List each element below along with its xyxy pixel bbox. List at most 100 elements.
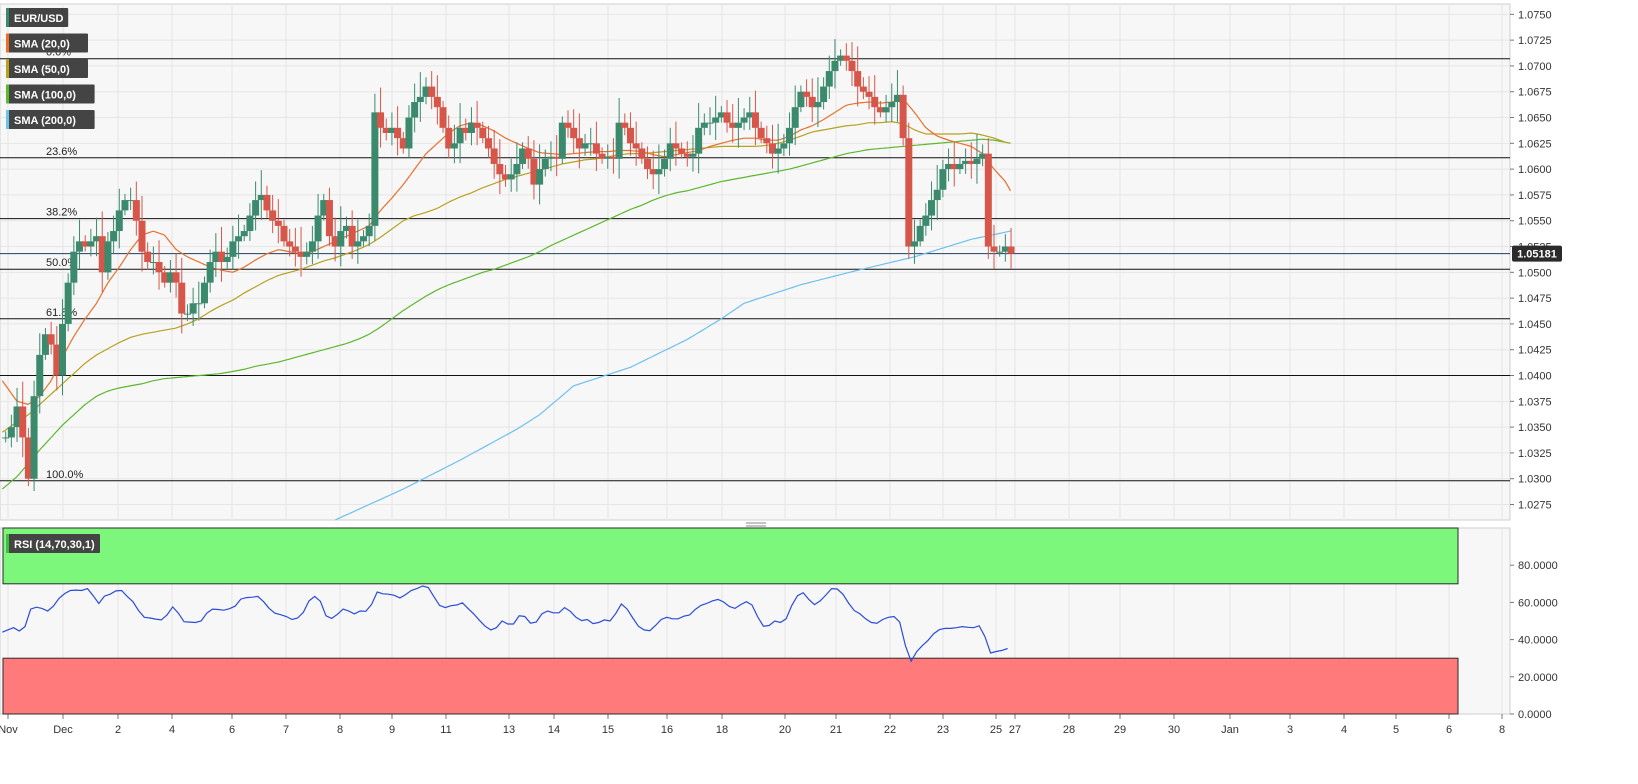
- y-tick-label: 1.0575: [1518, 190, 1552, 202]
- candle-down: [803, 91, 811, 97]
- candle-up: [58, 323, 66, 376]
- candle-down: [331, 236, 339, 247]
- candle-up: [212, 251, 220, 262]
- candle-down: [161, 272, 169, 283]
- candle-down: [865, 91, 873, 97]
- x-tick-label: 13: [503, 724, 515, 736]
- fib-level-label: 50.0%: [46, 257, 77, 269]
- candle-up: [189, 303, 197, 314]
- candle-down: [609, 156, 617, 159]
- y-tick-label: 1.0750: [1518, 9, 1552, 21]
- candle-up: [831, 60, 839, 72]
- candle-up: [405, 117, 413, 149]
- sma-100-line: [1, 138, 1011, 490]
- legend-item-bg[interactable]: [6, 110, 95, 129]
- candle-up: [519, 148, 527, 164]
- candle-down: [649, 169, 657, 175]
- candle-down: [218, 251, 226, 262]
- candle-down: [575, 138, 583, 149]
- candle-down: [950, 163, 958, 170]
- candle-up: [712, 117, 720, 123]
- candle-up: [229, 241, 237, 257]
- candle-down: [274, 220, 282, 226]
- candle-down: [445, 127, 453, 149]
- y-tick-label: 1.0300: [1518, 474, 1552, 486]
- candle-down: [280, 225, 288, 242]
- candle-up: [206, 262, 214, 283]
- legend-item-bg[interactable]: [6, 59, 88, 78]
- candle-up: [661, 158, 669, 170]
- candle-up: [547, 156, 555, 159]
- candle-up: [706, 122, 714, 124]
- candle-down: [899, 94, 907, 139]
- candle-up: [235, 236, 243, 242]
- candle-up: [888, 102, 896, 108]
- rsi-line: [2, 585, 1008, 663]
- candle-up: [257, 194, 265, 201]
- candle-down: [598, 153, 606, 159]
- candle-up: [41, 334, 49, 355]
- candle-down: [768, 143, 776, 154]
- candle-up: [996, 251, 1004, 253]
- candle-down: [751, 112, 759, 128]
- x-tick-label: 2: [115, 724, 121, 736]
- candle-up: [1001, 246, 1009, 252]
- candle-down: [678, 148, 686, 154]
- candle-up: [115, 210, 123, 232]
- x-tick-label: Nov: [0, 724, 18, 736]
- legend-color-swatch: [6, 8, 9, 27]
- candle-up: [814, 102, 822, 108]
- rsi-legend-label: RSI (14,70,30,1): [14, 539, 95, 551]
- candle-up: [13, 406, 21, 428]
- candle-down: [632, 143, 640, 149]
- candle-up: [467, 122, 475, 133]
- candle-down: [269, 210, 277, 221]
- y-tick-label: 1.0275: [1518, 500, 1552, 512]
- candle-down: [132, 200, 140, 221]
- x-tick-label: 6: [1446, 724, 1452, 736]
- candle-up: [774, 148, 782, 154]
- rsi-legend-swatch: [6, 534, 9, 553]
- candle-down: [564, 122, 572, 128]
- legend-item-bg[interactable]: [6, 33, 88, 53]
- candle-up: [246, 215, 254, 232]
- legend-color-swatch: [6, 84, 9, 104]
- candle-up: [689, 153, 697, 157]
- candle-up: [30, 396, 38, 479]
- candle-up: [2, 437, 10, 439]
- y-tick-label: 1.0650: [1518, 113, 1552, 125]
- x-tick-label: 15: [602, 724, 614, 736]
- candle-down: [484, 138, 492, 149]
- candle-down: [394, 127, 402, 139]
- candle-down: [530, 158, 538, 185]
- legend-item-bg[interactable]: [6, 84, 95, 104]
- legend-color-swatch: [6, 110, 9, 129]
- candle-down: [808, 96, 816, 108]
- candle-up: [655, 169, 663, 175]
- candle-down: [263, 194, 271, 211]
- legend-item-bg[interactable]: [6, 8, 69, 27]
- price-badge: 1.05181: [1517, 249, 1557, 261]
- rsi-y-tick-label: 20.0000: [1518, 672, 1558, 684]
- sma-200-line: [334, 230, 1012, 521]
- candle-up: [36, 354, 44, 397]
- candle-up: [939, 169, 947, 190]
- candle-up: [337, 231, 345, 247]
- candle-up: [507, 174, 515, 180]
- candle-down: [178, 282, 186, 314]
- x-tick-label: 6: [229, 724, 235, 736]
- candle-down: [24, 437, 32, 479]
- rsi-legend-bg[interactable]: [6, 534, 100, 553]
- y-tick-label: 1.0550: [1518, 216, 1552, 228]
- candle-down: [859, 86, 867, 92]
- candle-down: [19, 406, 27, 438]
- candle-up: [200, 282, 208, 304]
- candle-up: [7, 427, 15, 438]
- candle-up: [308, 241, 316, 252]
- candle-down: [990, 246, 998, 252]
- candle-down: [81, 241, 89, 247]
- candle-down: [553, 156, 561, 159]
- x-tick-label: 30: [1168, 724, 1180, 736]
- x-tick-label: 16: [661, 724, 673, 736]
- legend-color-swatch: [6, 33, 9, 53]
